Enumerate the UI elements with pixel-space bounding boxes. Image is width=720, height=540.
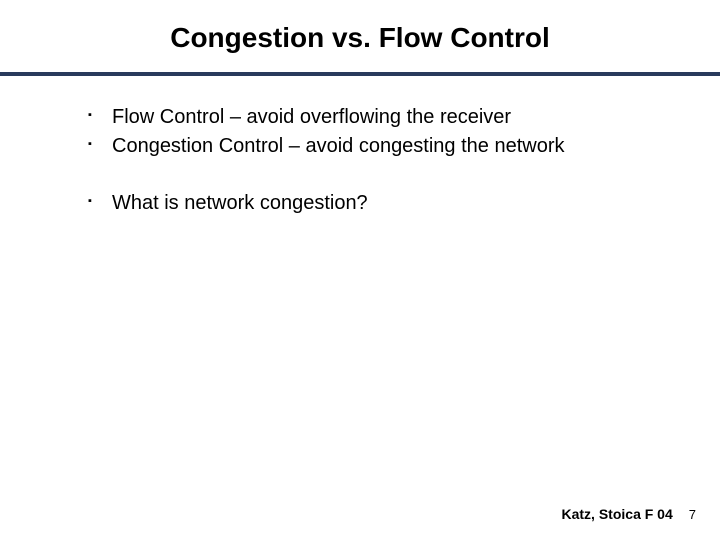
content-area: ▪ Flow Control – avoid overflowing the r… <box>0 104 720 217</box>
page-number: 7 <box>689 507 696 522</box>
bullet-group-2: ▪ What is network congestion? <box>88 190 660 217</box>
slide-title: Congestion vs. Flow Control <box>0 0 720 54</box>
bullet-text: Flow Control – avoid overflowing the rec… <box>112 104 660 131</box>
bullet-text: What is network congestion? <box>112 190 660 217</box>
bullet-marker-icon: ▪ <box>88 133 112 152</box>
bullet-group-1: ▪ Flow Control – avoid overflowing the r… <box>88 104 660 160</box>
title-divider <box>0 72 720 76</box>
bullet-text: Congestion Control – avoid congesting th… <box>112 133 660 160</box>
bullet-marker-icon: ▪ <box>88 104 112 123</box>
footer: Katz, Stoica F 04 7 <box>562 506 697 522</box>
bullet-item: ▪ Flow Control – avoid overflowing the r… <box>88 104 660 131</box>
bullet-item: ▪ What is network congestion? <box>88 190 660 217</box>
bullet-marker-icon: ▪ <box>88 190 112 209</box>
footer-credit: Katz, Stoica F 04 <box>562 506 673 522</box>
bullet-item: ▪ Congestion Control – avoid congesting … <box>88 133 660 160</box>
slide-container: Congestion vs. Flow Control ▪ Flow Contr… <box>0 0 720 540</box>
